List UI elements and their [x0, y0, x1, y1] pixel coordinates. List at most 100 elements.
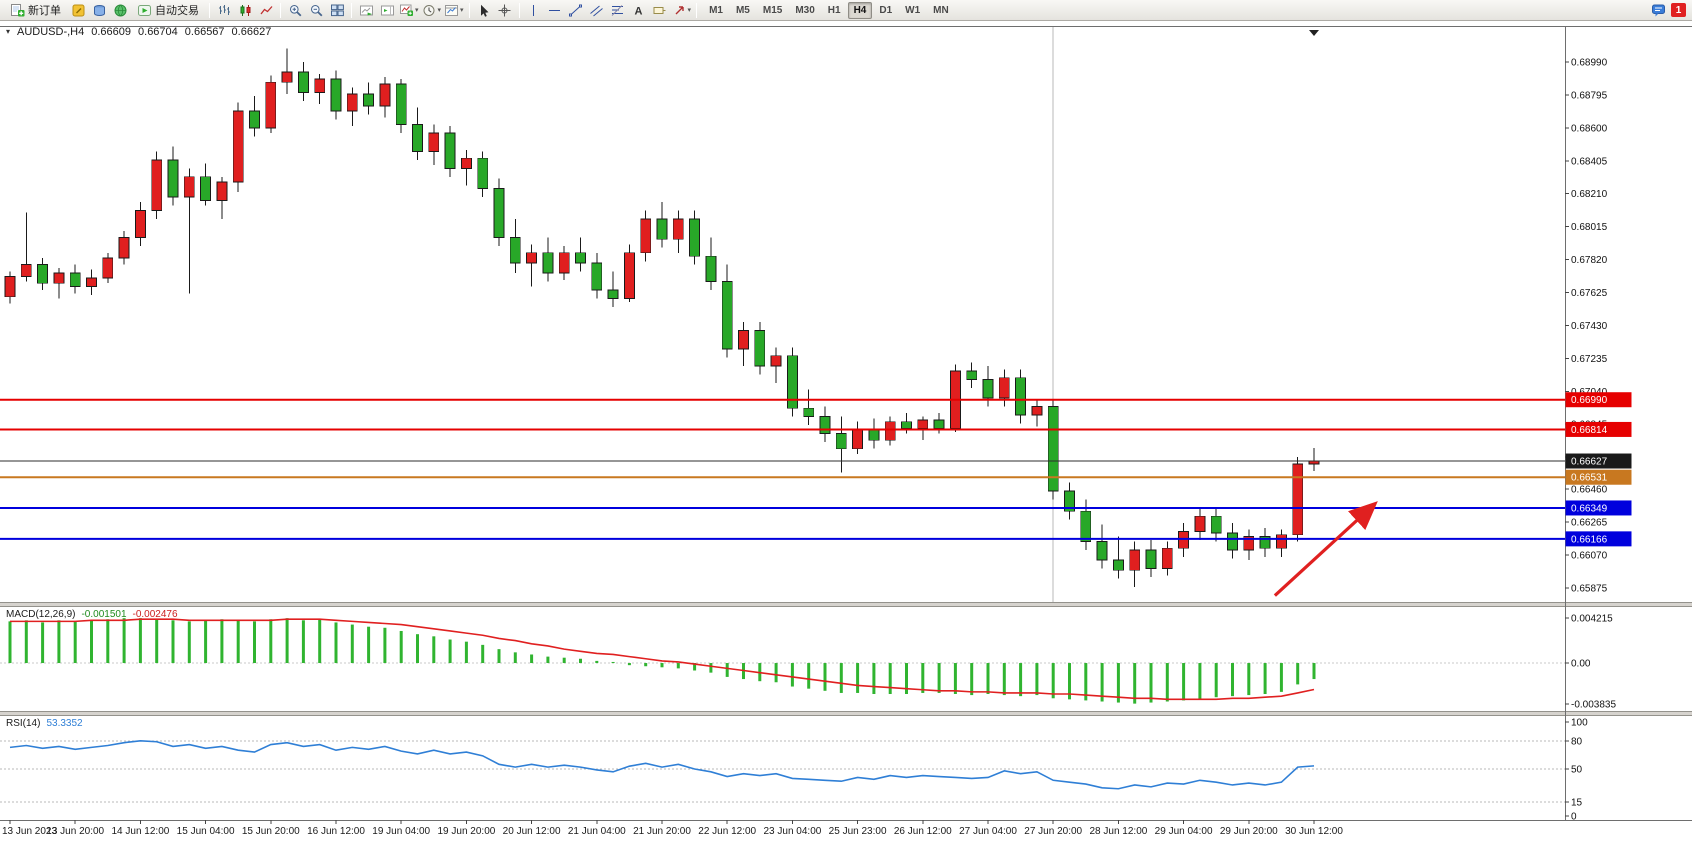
- svg-text:0.66166: 0.66166: [1571, 534, 1608, 545]
- candle: [346, 87, 358, 127]
- fibonacci-tool-icon[interactable]: [608, 1, 628, 20]
- vertical-line-tool-icon[interactable]: [524, 1, 544, 20]
- svg-text:0.66814: 0.66814: [1571, 425, 1608, 436]
- candle: [86, 269, 97, 296]
- time-axis-label: 15 Jun 20:00: [242, 826, 300, 837]
- candle: [1259, 528, 1271, 557]
- new-order-label: 新订单: [28, 5, 61, 17]
- panel-separator[interactable]: [0, 602, 1692, 607]
- svg-text:A: A: [635, 5, 643, 17]
- price-axis-label: 0.68405: [1571, 156, 1608, 167]
- trendline-tool-icon[interactable]: [566, 1, 586, 20]
- candle: [1292, 457, 1304, 542]
- svg-text:0.66531: 0.66531: [1571, 473, 1608, 484]
- tile-windows-icon[interactable]: [327, 1, 347, 20]
- candle: [297, 62, 309, 101]
- timeframe-button-d1[interactable]: D1: [873, 2, 898, 19]
- timeframe-button-w1[interactable]: W1: [899, 2, 926, 19]
- candle: [1015, 369, 1026, 424]
- price-axis-label: 0.68600: [1571, 123, 1608, 134]
- candle: [395, 78, 407, 133]
- chart-symbol-period: AUDUSD-,H4: [17, 26, 85, 38]
- auto-scroll-icon[interactable]: [356, 1, 376, 20]
- candle: [477, 151, 489, 198]
- macd-name: MACD(12,26,9): [6, 609, 76, 620]
- candle: [183, 168, 195, 294]
- candle: [884, 416, 896, 446]
- candle: [428, 124, 440, 166]
- trend-arrow-object[interactable]: [1273, 501, 1378, 597]
- time-axis-label: 21 Jun 04:00: [568, 826, 626, 837]
- timeframe-button-m15[interactable]: M15: [757, 2, 788, 19]
- candle: [460, 149, 472, 186]
- macd-axis-label: -0.003835: [1571, 700, 1616, 711]
- bar-chart-icon[interactable]: [214, 1, 234, 20]
- periods-menu-icon[interactable]: [421, 1, 443, 20]
- zoom-out-icon[interactable]: [306, 1, 326, 20]
- candle: [330, 70, 342, 120]
- chart-canvas[interactable]: 0.68990 0.68795 0.68600 0.68405 0.68210 0.680…: [0, 21, 1692, 844]
- candle: [640, 210, 652, 262]
- cursor-icon[interactable]: [474, 1, 494, 20]
- timeframe-button-h4[interactable]: H4: [847, 1, 873, 19]
- indicators-menu-icon[interactable]: [398, 1, 420, 20]
- toolbar-separator: [696, 2, 698, 18]
- candle: [118, 230, 130, 265]
- chart-shift-icon[interactable]: [377, 1, 397, 20]
- text-label-tool-icon[interactable]: [650, 1, 670, 20]
- metaeditor-icon[interactable]: [68, 1, 88, 20]
- chart-background: [0, 21, 1692, 844]
- time-axis-label: 27 Jun 04:00: [959, 826, 1017, 837]
- candle: [607, 271, 619, 307]
- time-axis-label: 13 Jun 2023: [2, 826, 57, 837]
- rsi-indicator-label: RSI(14) 53.3352: [6, 718, 83, 729]
- autotrading-button[interactable]: 自动交易: [131, 1, 205, 20]
- candle: [281, 48, 293, 95]
- one-click-trading-toggle-icon[interactable]: ▾: [6, 27, 11, 36]
- rsi-axis-label: 0: [1571, 812, 1577, 823]
- arrows-menu-icon[interactable]: [671, 1, 693, 20]
- time-axis-label: 16 Jun 12:00: [307, 826, 365, 837]
- channel-tool-icon[interactable]: [587, 1, 607, 20]
- autotrading-label: 自动交易: [155, 5, 199, 17]
- candle: [542, 237, 554, 282]
- svg-text:0.66627: 0.66627: [1571, 457, 1608, 468]
- price-axis-label: 0.68015: [1571, 222, 1608, 233]
- web-globe-icon[interactable]: [110, 1, 130, 20]
- price-axis-label: 0.66070: [1571, 551, 1608, 562]
- price-tag: 0.66349: [1565, 500, 1632, 516]
- chart-shift-marker-icon[interactable]: [1309, 30, 1319, 36]
- candle: [1064, 482, 1075, 520]
- zoom-in-icon[interactable]: [285, 1, 305, 20]
- history-center-icon[interactable]: [89, 1, 109, 20]
- time-axis-label: 20 Jun 12:00: [503, 826, 561, 837]
- chat-icon[interactable]: [1648, 1, 1668, 20]
- text-tool-icon[interactable]: A: [629, 1, 649, 20]
- candle: [509, 219, 521, 274]
- candle: [803, 389, 815, 426]
- line-chart-icon[interactable]: [256, 1, 276, 20]
- candle: [738, 322, 749, 366]
- timeframe-button-m1[interactable]: M1: [703, 2, 729, 19]
- timeframe-button-mn[interactable]: MN: [927, 2, 955, 19]
- timeframe-button-m30[interactable]: M30: [789, 2, 820, 19]
- candlestick-chart-icon[interactable]: [235, 1, 255, 20]
- crosshair-icon[interactable]: [495, 1, 515, 20]
- candle: [1031, 399, 1043, 427]
- candle: [4, 271, 16, 304]
- timeframe-button-h1[interactable]: H1: [822, 2, 847, 19]
- horizontal-line-tool-icon[interactable]: [545, 1, 565, 20]
- candle: [624, 244, 635, 302]
- new-order-button[interactable]: 新订单: [4, 1, 67, 20]
- notification-badge[interactable]: 1: [1671, 3, 1686, 17]
- panel-separator[interactable]: [0, 711, 1692, 716]
- candle: [754, 322, 766, 375]
- ohlc-open: 0.66609: [91, 26, 132, 38]
- candles-layer: [4, 48, 1320, 588]
- timeframe-button-m5[interactable]: M5: [730, 2, 756, 19]
- templates-menu-icon[interactable]: [443, 1, 465, 20]
- candle: [787, 347, 798, 417]
- timeframe-toolbar: M1 M5 M15 M30 H1 H4 D1 W1 MN: [703, 1, 955, 19]
- candle: [37, 257, 48, 290]
- candle: [412, 107, 423, 160]
